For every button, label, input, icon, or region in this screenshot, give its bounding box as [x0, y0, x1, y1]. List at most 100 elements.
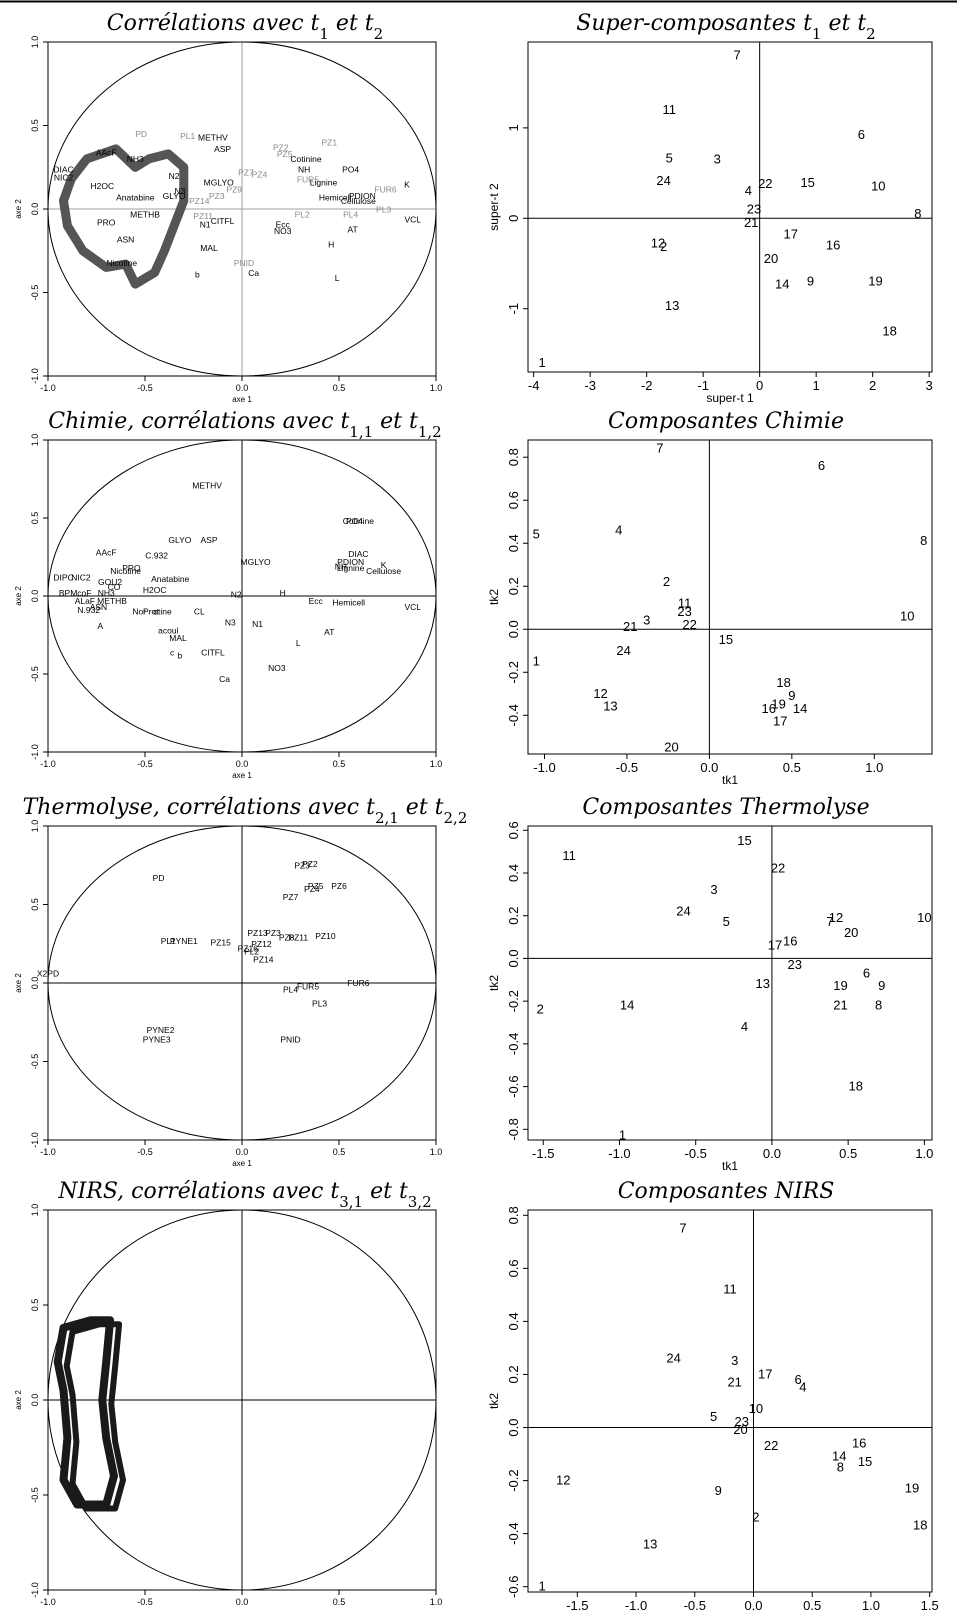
variable-label: PZ13	[247, 928, 268, 938]
observation-label: 11	[723, 1282, 737, 1297]
x-axis-label: axe 1	[232, 1159, 252, 1168]
variable-label: PZ2	[273, 143, 289, 153]
y-axis-label: axe 2	[14, 199, 23, 219]
title-sub: 1,2	[418, 423, 442, 441]
panel-title: Thermolyse, corrélations avec t2,1 et t2…	[23, 795, 468, 827]
observation-label: 16	[762, 701, 776, 716]
title-main: Composantes Thermolyse	[582, 795, 869, 820]
observation-label: 18	[882, 323, 896, 338]
variable-label: H2OC	[143, 585, 167, 595]
title-part: t	[803, 11, 812, 36]
title-sub: 2,2	[444, 809, 468, 827]
plot-frame	[527, 825, 933, 1141]
observation-label: 14	[775, 276, 789, 291]
variable-label: N1	[200, 219, 211, 229]
variable-label: PZ3	[294, 860, 310, 870]
x-tick-label: -0.5	[137, 1597, 153, 1607]
y-tick-label: -0.6	[506, 1575, 521, 1597]
variable-label: PL3	[376, 204, 391, 214]
x-tick-label: 0.0	[744, 1598, 762, 1610]
variable-label: Nicotine	[110, 566, 141, 576]
observation-label: 15	[719, 632, 733, 647]
variable-label: ASN	[90, 602, 107, 612]
observation-label: 16	[852, 1435, 866, 1450]
observation-label: 21	[623, 619, 637, 634]
panel-8: Composantes NIRS -1.5 -1.0 -0.5 0.0 0.5 1.0 1.5…	[487, 1179, 939, 1610]
y-tick-label: -0.5	[30, 285, 40, 301]
variable-label: AAcF	[96, 148, 117, 158]
variable-label: Anatabine	[116, 193, 155, 203]
panel-7: NIRS, corrélations avec t3,1 et t3,2-1.0…	[14, 1179, 442, 1610]
x-tick-label: -1.0	[40, 1147, 56, 1157]
variable-label: Lignine	[310, 178, 338, 188]
y-tick-label: 0.0	[506, 620, 521, 638]
variable-label: K	[404, 179, 410, 189]
observation-label: 4	[741, 1019, 748, 1034]
y-tick-label: 0.6	[506, 491, 521, 509]
panel-title: Composantes Chimie	[608, 409, 844, 434]
observation-label: 4	[615, 522, 622, 537]
observation-label: 19	[905, 1481, 919, 1496]
variable-label: PZ1	[322, 138, 338, 148]
y-axis-label: axe 2	[14, 973, 23, 993]
variable-label: N3	[174, 186, 185, 196]
y-tick-label: 0.5	[30, 512, 40, 525]
panel-5: Thermolyse, corrélations avec t2,1 et t2…	[14, 795, 467, 1168]
title-main: NIRS, corrélations avec	[57, 1179, 330, 1204]
y-axis-label: axe 2	[14, 586, 23, 606]
observation-label: 8	[914, 206, 921, 221]
variable-label: MGLYO	[241, 557, 271, 567]
observation-label: 23	[677, 604, 691, 619]
variable-label: VCL	[404, 214, 421, 224]
variable-label: NH3	[98, 588, 115, 598]
plot-frame	[527, 1209, 933, 1593]
variable-label: NH	[298, 164, 310, 174]
x-tick-label: -1.0	[608, 1146, 630, 1161]
title-part: t	[365, 11, 374, 36]
panel-title: Composantes Thermolyse	[582, 795, 869, 820]
y-axis-label: axe 2	[14, 1390, 23, 1410]
title-part: et	[329, 11, 365, 36]
title-part: t	[435, 795, 444, 820]
variable-label: ALaF	[75, 596, 95, 606]
y-tick-label: 0.0	[30, 977, 40, 990]
panel-title: NIRS, corrélations avec t3,1 et t3,2	[57, 1179, 431, 1211]
title-part: t	[399, 1179, 408, 1204]
variable-label: BPMcoF	[59, 588, 92, 598]
x-tick-label: -1.5	[566, 1598, 588, 1610]
observation-label: 13	[756, 976, 770, 991]
observation-label: 17	[784, 227, 798, 242]
y-tick-label: -0.5	[30, 1054, 40, 1070]
y-tick-label: -0.4	[506, 1033, 521, 1055]
observation-label: 11	[678, 595, 692, 610]
x-tick-label: 0.5	[839, 1146, 857, 1161]
variable-label: PZ14	[189, 196, 210, 206]
observation-label: 11	[663, 102, 677, 117]
title-sub: 2	[866, 25, 876, 43]
y-tick-label: -1.0	[30, 1132, 40, 1148]
variable-label: FUR6	[374, 184, 396, 194]
variable-label: PZ8	[279, 933, 295, 943]
variable-label: PO4	[342, 164, 359, 174]
variable-label: VCL	[404, 602, 421, 612]
y-tick-label: 0.2	[506, 907, 521, 925]
variable-label: H	[280, 588, 286, 598]
variable-label: PZ7	[238, 168, 254, 178]
y-tick-label: 0.6	[506, 1259, 521, 1277]
observation-label: 9	[788, 688, 795, 703]
variable-label: PZ7	[283, 892, 299, 902]
observation-label: 10	[900, 608, 914, 623]
observation-label: 23	[735, 1414, 749, 1429]
variable-label: Cotinine	[290, 154, 321, 164]
variable-label: METHB	[130, 209, 160, 219]
variable-label: PD	[135, 129, 147, 139]
observation-label: 2	[660, 239, 667, 254]
observation-label: 15	[800, 175, 814, 190]
variable-label: X2PD	[37, 969, 59, 979]
observation-label: 19	[868, 274, 882, 289]
y-tick-label: 0.5	[30, 898, 40, 911]
title-main: Chimie, corrélations avec	[48, 409, 340, 434]
variable-label: PL1	[161, 936, 176, 946]
variable-label: DIPC	[53, 572, 73, 582]
variable-label: Ca	[219, 674, 230, 684]
